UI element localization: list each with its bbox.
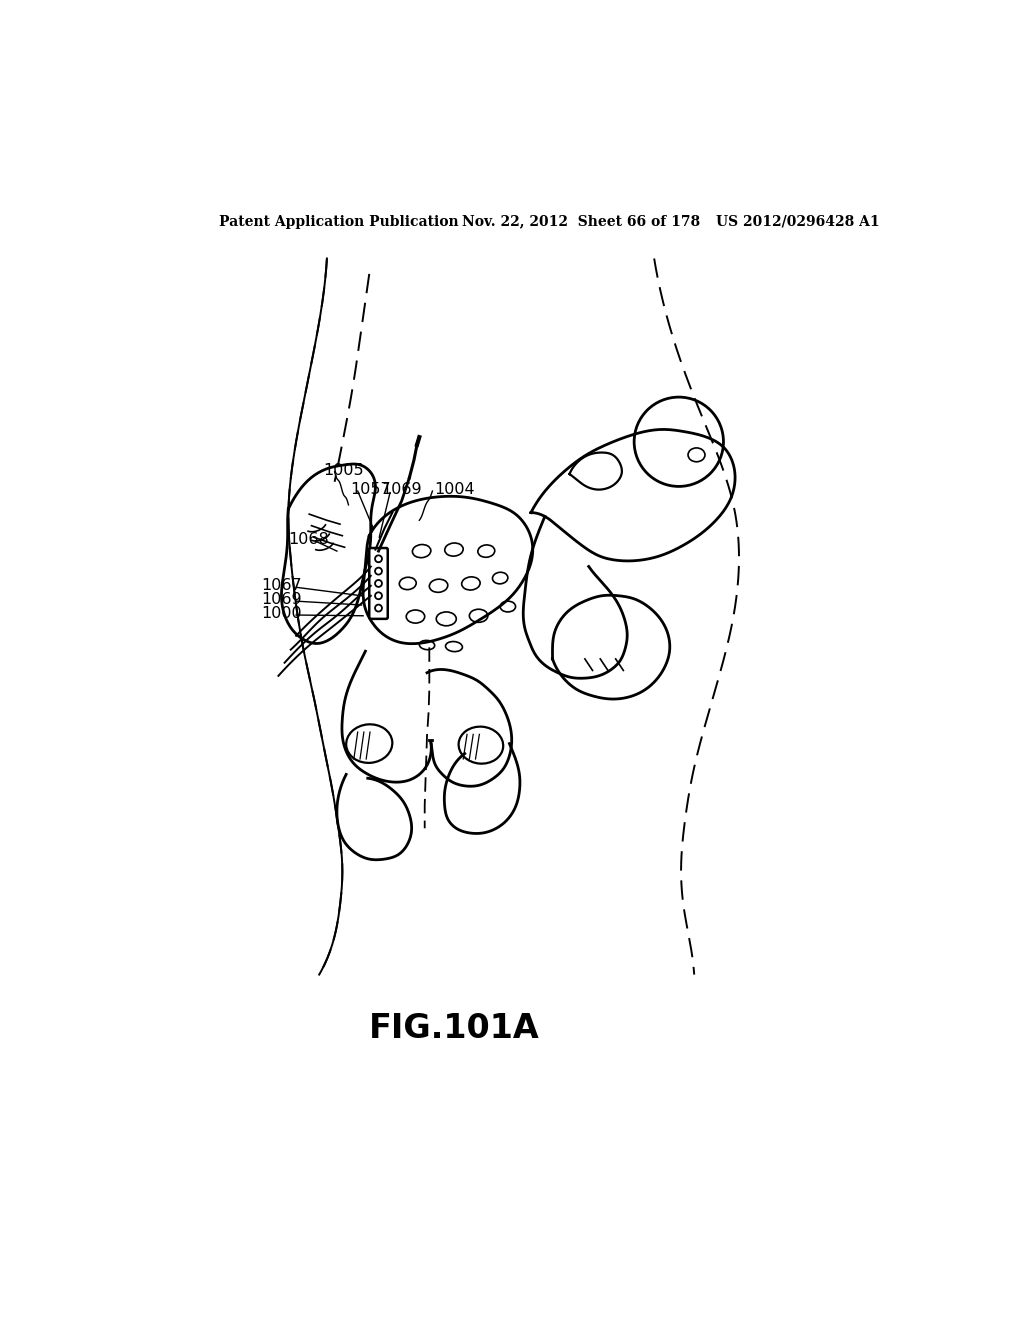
Text: 1057: 1057 <box>350 482 390 498</box>
Text: Patent Application Publication: Patent Application Publication <box>219 215 459 228</box>
Text: 1069: 1069 <box>261 593 302 607</box>
FancyBboxPatch shape <box>370 548 388 619</box>
Text: 1069: 1069 <box>381 482 422 498</box>
Text: 1000: 1000 <box>261 606 302 620</box>
Text: FIG.101A: FIG.101A <box>369 1012 540 1045</box>
Text: 1068: 1068 <box>289 532 329 546</box>
Text: 1004: 1004 <box>435 482 475 498</box>
Text: 1067: 1067 <box>261 578 302 593</box>
Text: Nov. 22, 2012  Sheet 66 of 178: Nov. 22, 2012 Sheet 66 of 178 <box>462 215 699 228</box>
Text: US 2012/0296428 A1: US 2012/0296428 A1 <box>716 215 880 228</box>
Text: 1005: 1005 <box>323 463 364 478</box>
